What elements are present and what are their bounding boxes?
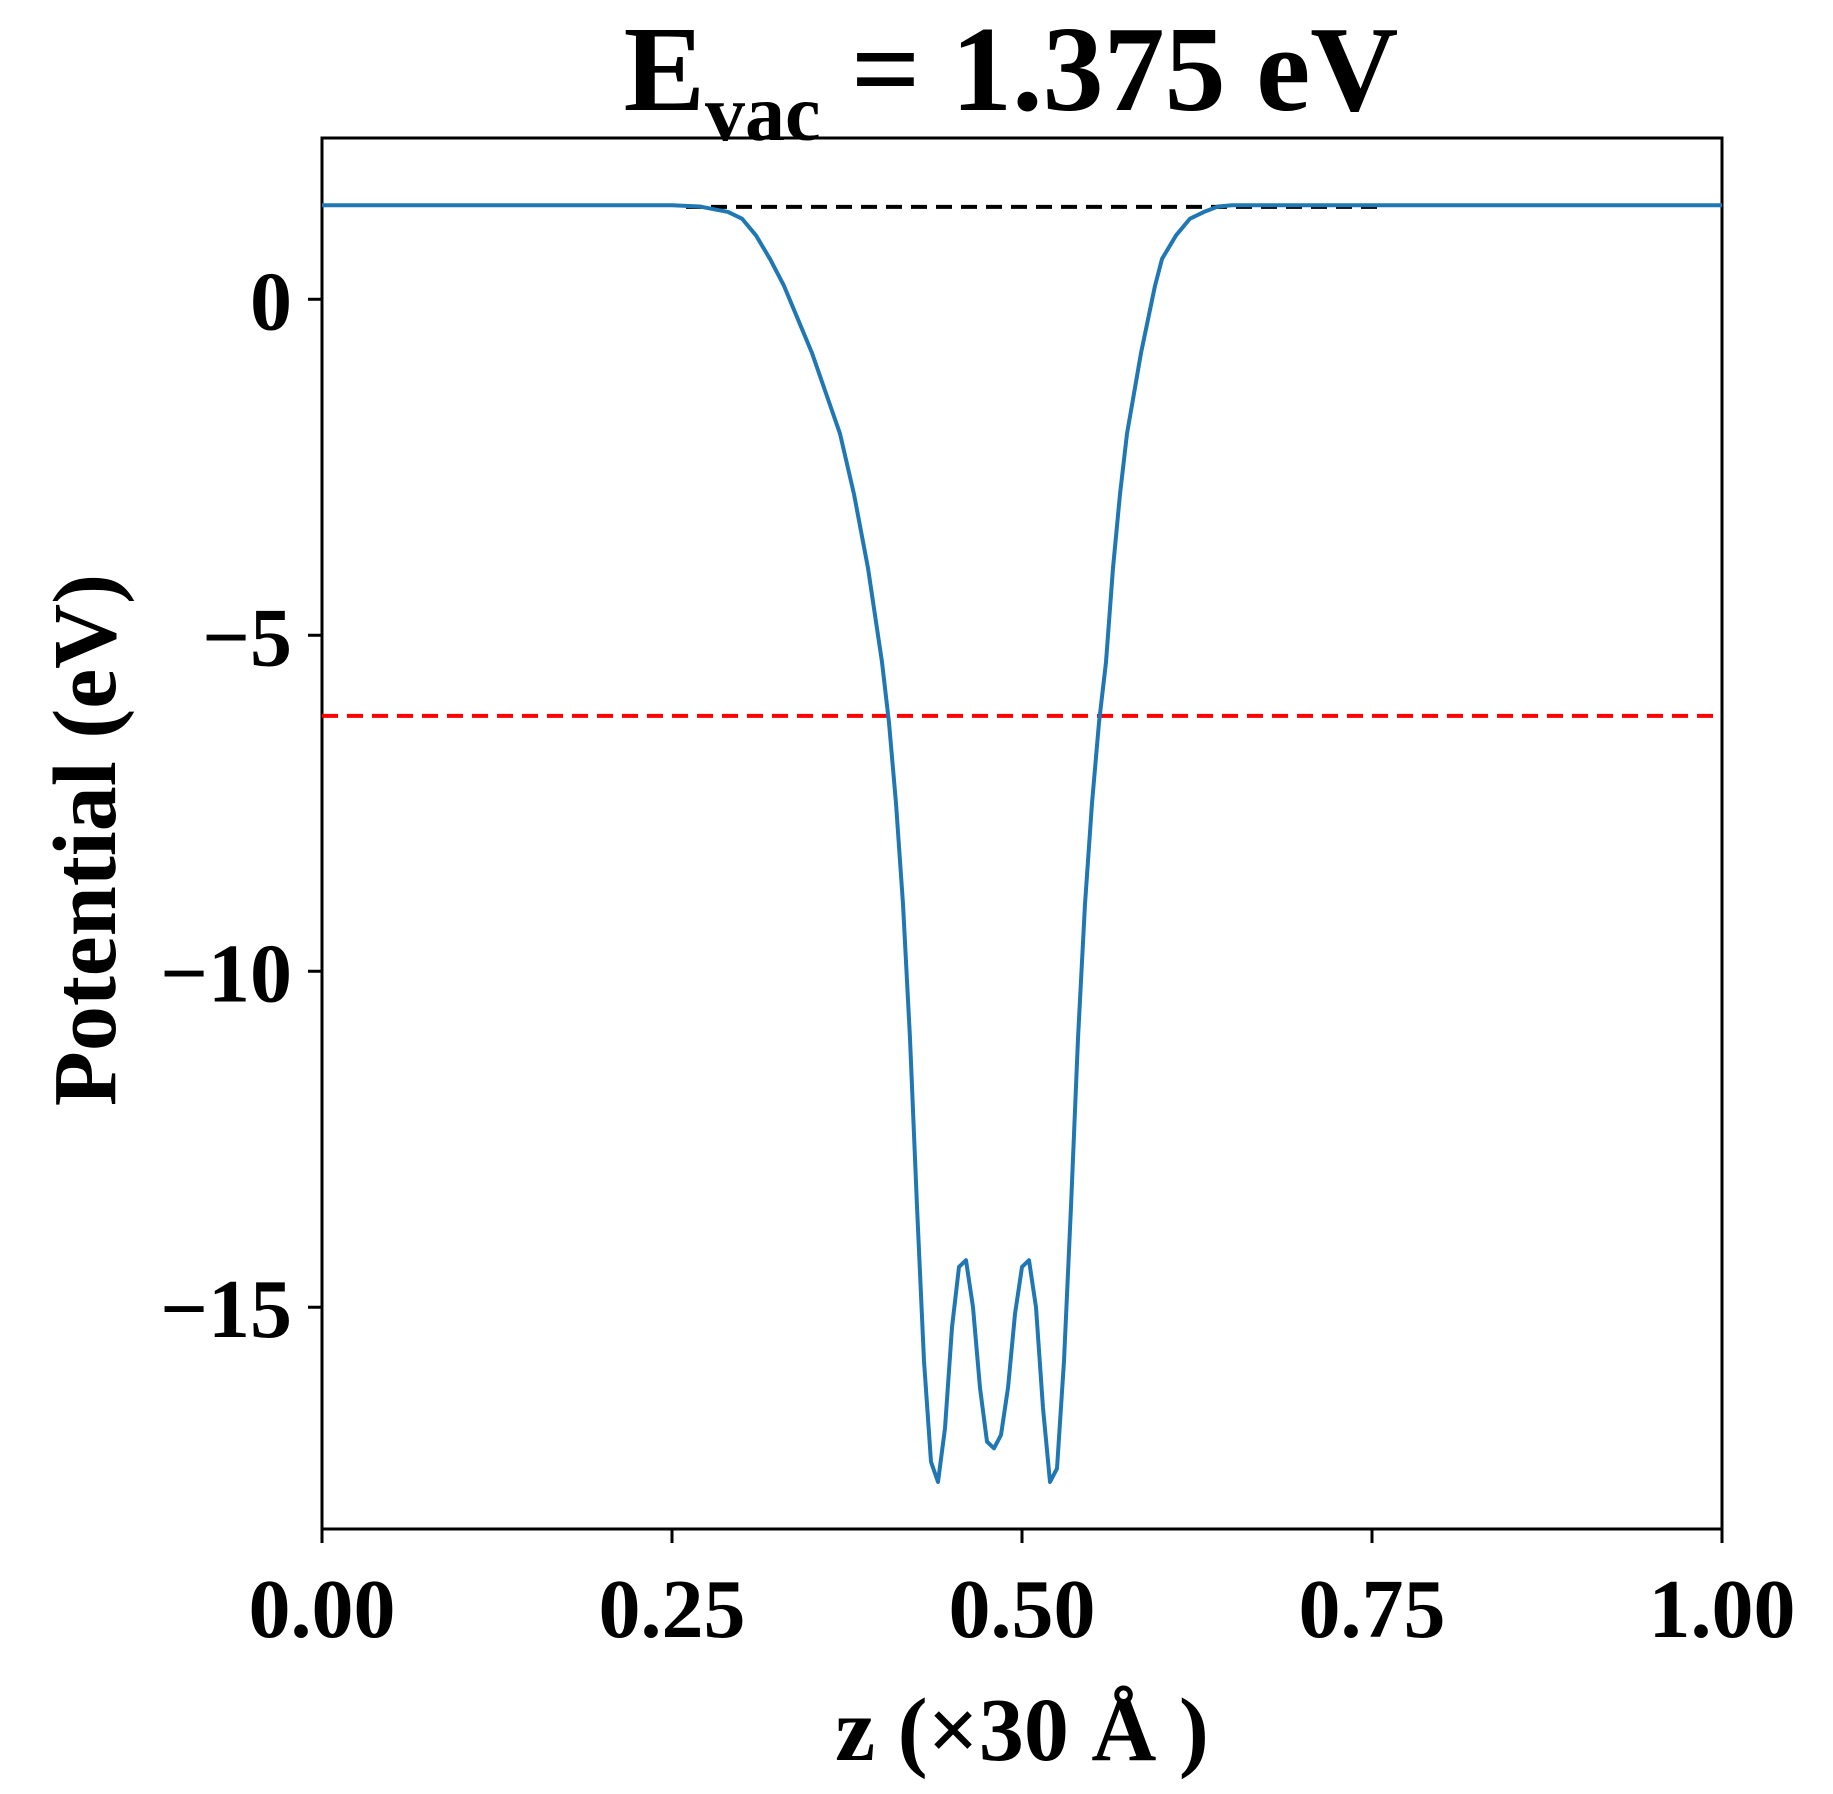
- reference-lines: [322, 204, 1722, 718]
- plot-area-frame: [320, 136, 1724, 1531]
- chart-title: Evac = 1.375 eV: [624, 2, 1399, 158]
- chart-title-subscript: vac: [705, 70, 821, 158]
- x-axis-label: z (×30 Å ): [835, 1681, 1209, 1780]
- x-tick-label: 0.25: [599, 1563, 746, 1656]
- x-tick-label: 0.75: [1299, 1563, 1446, 1656]
- x-tick-label: 0.00: [249, 1563, 396, 1656]
- chart-title-main: E: [624, 2, 705, 137]
- y-tick-label: −15: [160, 1263, 292, 1356]
- x-tick-label: 0.50: [949, 1563, 1096, 1656]
- y-axis-ticks: 0 −5 −10 −15: [160, 255, 322, 1356]
- x-tick-label: 1.00: [1649, 1563, 1796, 1656]
- y-axis-label: Potential (eV): [36, 574, 135, 1106]
- y-tick-label: −5: [202, 591, 292, 684]
- chart-title-rest: = 1.375 eV: [821, 2, 1399, 137]
- y-tick-label: 0: [250, 255, 292, 348]
- x-axis-ticks: 0.00 0.25 0.50 0.75 1.00: [249, 1529, 1796, 1656]
- potential-series-line: [322, 203, 1722, 1484]
- y-tick-label: −10: [160, 927, 292, 1020]
